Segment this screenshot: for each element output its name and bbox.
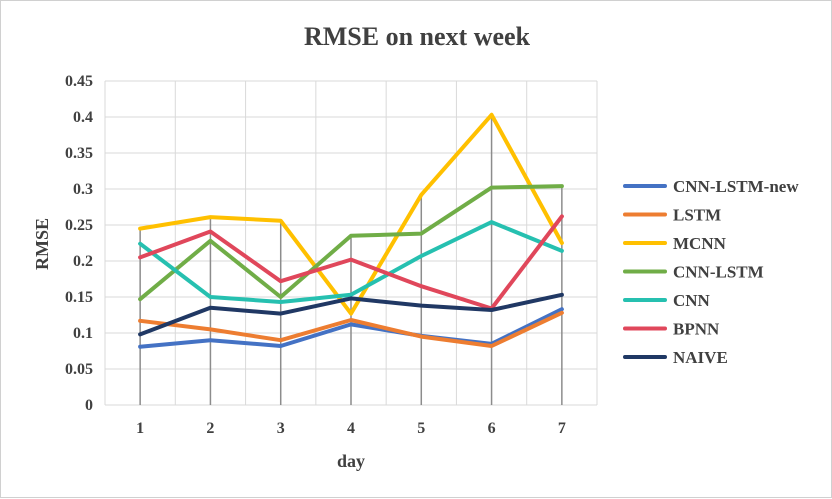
legend-label: CNN-LSTM	[673, 263, 764, 282]
y-tick-label: 0.3	[73, 181, 93, 198]
legend-label: NAIVE	[673, 348, 728, 367]
y-tick-label: 0.15	[65, 289, 93, 306]
y-tick-label: 0.45	[65, 73, 93, 90]
y-tick-label: 0.35	[65, 145, 93, 162]
legend-item: CNN-LSTM	[623, 263, 764, 282]
y-axis: 0 0.05 0.1 0.15 0.2 0.25 0.3 0.35 0.4 0.45	[65, 73, 93, 414]
x-axis-label: day	[337, 451, 365, 471]
y-tick-label: 0.1	[73, 325, 93, 342]
series-group	[138, 112, 564, 349]
x-tick-label: 6	[488, 420, 496, 437]
y-tick-label: 0.2	[73, 253, 93, 270]
y-axis-label: RMSE	[32, 218, 52, 270]
x-axis: 1 2 3 4 5 6 7	[136, 420, 566, 437]
legend-item: NAIVE	[623, 348, 728, 367]
y-tick-label: 0.05	[65, 361, 93, 378]
legend-item: CNN-LSTM-new	[623, 177, 799, 196]
x-tick-label: 5	[417, 420, 425, 437]
x-tick-label: 2	[206, 420, 214, 437]
legend: CNN-LSTM-new LSTM MCNN CNN-LSTM CNN BPNN NAIVE	[623, 177, 799, 367]
series-line-mcnn	[138, 112, 564, 316]
series-line-cnn	[138, 220, 564, 304]
legend-label: MCNN	[673, 234, 727, 253]
x-tick-label: 1	[136, 420, 144, 437]
legend-label: CNN-LSTM-new	[673, 177, 799, 196]
series-line-lstm	[138, 310, 564, 348]
series-line-cnn-lstm	[138, 184, 564, 302]
x-tick-label: 4	[347, 420, 355, 437]
legend-label: CNN	[673, 291, 711, 310]
chart-title: RMSE on next week	[304, 22, 531, 51]
legend-item: BPNN	[623, 320, 720, 339]
x-tick-label: 7	[558, 420, 566, 437]
legend-item: CNN	[623, 291, 711, 310]
legend-item: MCNN	[623, 234, 727, 253]
y-tick-label: 0.25	[65, 217, 93, 234]
y-tick-label: 0	[85, 397, 93, 414]
legend-label: BPNN	[673, 320, 720, 339]
y-tick-label: 0.4	[73, 109, 93, 126]
legend-label: LSTM	[673, 206, 721, 225]
x-tick-label: 3	[277, 420, 285, 437]
series-line-naive	[138, 292, 564, 337]
legend-item: LSTM	[623, 206, 721, 225]
